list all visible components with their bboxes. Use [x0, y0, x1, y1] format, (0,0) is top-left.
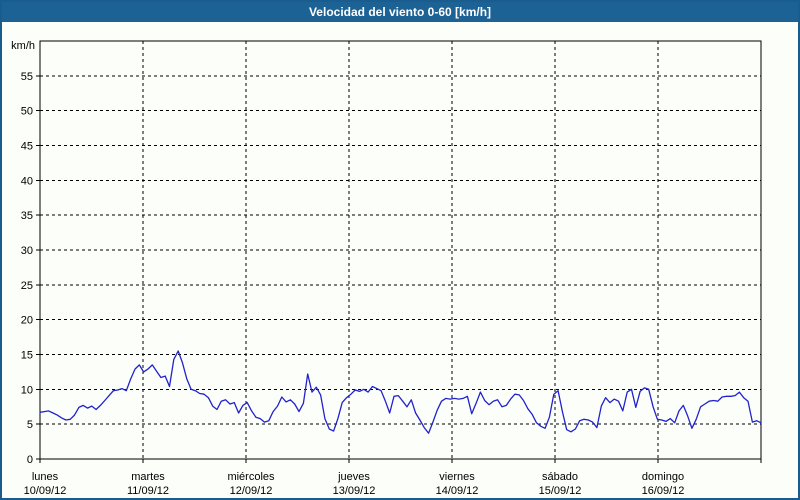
y-tick-label: 0 — [27, 454, 33, 466]
y-tick-label: 10 — [21, 384, 33, 396]
y-tick-label: 30 — [21, 245, 33, 257]
x-date-label: 16/09/12 — [642, 485, 685, 497]
x-day-label: viernes — [439, 471, 475, 483]
y-tick-label: 35 — [21, 210, 33, 222]
y-tick-label: 45 — [21, 141, 33, 153]
y-tick-label: 15 — [21, 350, 33, 362]
x-day-label: miércoles — [227, 471, 275, 483]
y-tick-label: 50 — [21, 106, 33, 118]
y-axis-unit-label: km/h — [11, 40, 35, 52]
y-tick-label: 20 — [21, 315, 33, 327]
chart-title-bar: Velocidad del viento 0-60 [km/h] — [2, 2, 798, 22]
x-date-label: 14/09/12 — [436, 485, 479, 497]
x-date-label: 12/09/12 — [230, 485, 273, 497]
chart-title: Velocidad del viento 0-60 [km/h] — [308, 5, 492, 19]
x-date-label: 15/09/12 — [539, 485, 582, 497]
x-day-label: domingo — [642, 471, 684, 483]
x-day-label: lunes — [32, 471, 59, 483]
y-tick-label: 5 — [27, 419, 33, 431]
x-date-label: 10/09/12 — [24, 485, 67, 497]
x-date-label: 13/09/12 — [333, 485, 376, 497]
x-day-label: sábado — [542, 471, 578, 483]
x-day-label: martes — [131, 471, 165, 483]
x-day-label: jueves — [337, 471, 370, 483]
y-tick-label: 25 — [21, 280, 33, 292]
x-date-label: 11/09/12 — [127, 485, 169, 497]
y-tick-label: 40 — [21, 175, 33, 187]
y-tick-label: 55 — [21, 71, 33, 83]
wind-series-line — [39, 350, 762, 434]
